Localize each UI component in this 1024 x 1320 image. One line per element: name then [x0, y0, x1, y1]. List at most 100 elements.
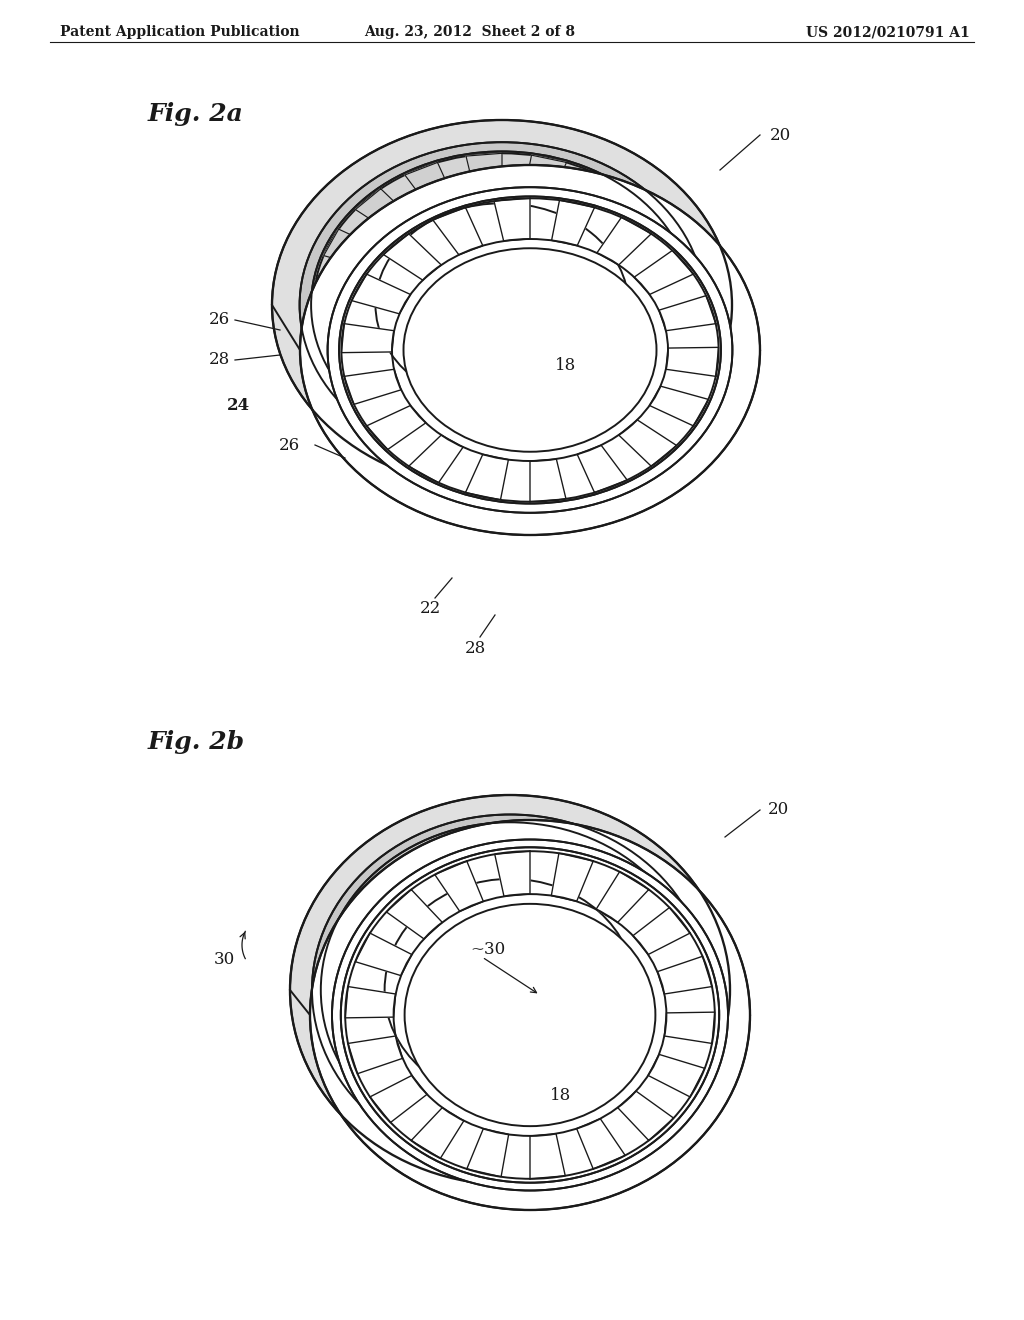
- Polygon shape: [437, 409, 480, 455]
- Polygon shape: [344, 370, 401, 404]
- Text: 20: 20: [770, 127, 792, 144]
- Ellipse shape: [300, 165, 760, 535]
- Text: 24: 24: [227, 396, 250, 413]
- Ellipse shape: [374, 869, 646, 1111]
- Text: 20: 20: [768, 801, 790, 818]
- Polygon shape: [467, 1129, 509, 1177]
- Text: Fig. 2b: Fig. 2b: [148, 730, 245, 754]
- Ellipse shape: [364, 194, 640, 416]
- Polygon shape: [381, 389, 435, 438]
- Polygon shape: [638, 302, 690, 331]
- Text: ~30: ~30: [470, 941, 505, 958]
- Polygon shape: [569, 173, 624, 220]
- Polygon shape: [591, 375, 648, 421]
- Ellipse shape: [328, 187, 732, 512]
- Ellipse shape: [310, 820, 750, 1210]
- Ellipse shape: [376, 203, 629, 407]
- Polygon shape: [596, 871, 649, 923]
- Polygon shape: [648, 1055, 705, 1097]
- Ellipse shape: [313, 153, 690, 457]
- Polygon shape: [324, 230, 383, 269]
- Polygon shape: [549, 400, 599, 447]
- Text: 26: 26: [209, 312, 230, 329]
- Polygon shape: [339, 360, 398, 404]
- Polygon shape: [383, 234, 441, 280]
- Polygon shape: [578, 445, 627, 492]
- Polygon shape: [355, 189, 414, 235]
- Polygon shape: [598, 1067, 653, 1115]
- Polygon shape: [658, 296, 716, 331]
- Polygon shape: [634, 251, 693, 294]
- Text: 28: 28: [464, 640, 485, 657]
- Text: Patent Application Publication: Patent Application Publication: [60, 25, 300, 40]
- Polygon shape: [666, 347, 719, 376]
- Ellipse shape: [290, 795, 730, 1185]
- Text: 28: 28: [209, 351, 230, 368]
- Polygon shape: [391, 1082, 443, 1134]
- Ellipse shape: [311, 152, 693, 458]
- Polygon shape: [367, 865, 422, 913]
- Polygon shape: [606, 206, 666, 249]
- Ellipse shape: [326, 826, 695, 1154]
- Polygon shape: [551, 853, 593, 902]
- Polygon shape: [348, 1036, 402, 1073]
- Polygon shape: [613, 883, 670, 929]
- Polygon shape: [665, 1012, 715, 1043]
- Polygon shape: [495, 851, 530, 896]
- Polygon shape: [631, 251, 688, 285]
- Polygon shape: [622, 341, 680, 381]
- Ellipse shape: [332, 840, 728, 1191]
- Polygon shape: [597, 218, 651, 265]
- Polygon shape: [466, 454, 508, 500]
- Ellipse shape: [404, 904, 655, 1126]
- Polygon shape: [617, 1092, 674, 1140]
- Polygon shape: [466, 153, 502, 197]
- Polygon shape: [637, 932, 692, 969]
- Polygon shape: [370, 1076, 427, 1122]
- Text: 18: 18: [555, 356, 577, 374]
- Polygon shape: [618, 420, 677, 466]
- Polygon shape: [552, 201, 595, 246]
- Polygon shape: [530, 459, 566, 502]
- Polygon shape: [328, 1011, 383, 1048]
- Polygon shape: [415, 836, 463, 886]
- Text: 30: 30: [214, 952, 234, 969]
- Polygon shape: [412, 1107, 464, 1158]
- Polygon shape: [633, 908, 690, 954]
- Polygon shape: [557, 1094, 605, 1144]
- Polygon shape: [577, 846, 629, 898]
- Ellipse shape: [300, 143, 705, 467]
- Text: 26: 26: [279, 437, 300, 454]
- Polygon shape: [433, 207, 482, 255]
- Polygon shape: [523, 156, 566, 201]
- Polygon shape: [345, 986, 395, 1018]
- Text: 22: 22: [420, 601, 440, 616]
- Polygon shape: [341, 323, 394, 352]
- Polygon shape: [644, 987, 694, 1019]
- Polygon shape: [502, 414, 538, 457]
- Polygon shape: [326, 961, 376, 993]
- Text: 18: 18: [550, 1086, 571, 1104]
- Polygon shape: [657, 956, 712, 994]
- Polygon shape: [577, 1118, 626, 1170]
- Polygon shape: [316, 325, 373, 359]
- Ellipse shape: [403, 248, 656, 451]
- Ellipse shape: [321, 822, 699, 1158]
- Ellipse shape: [272, 120, 732, 490]
- Text: Fig. 2a: Fig. 2a: [148, 102, 244, 125]
- Polygon shape: [435, 861, 483, 911]
- Polygon shape: [355, 933, 412, 975]
- Polygon shape: [628, 1030, 685, 1072]
- Ellipse shape: [341, 847, 719, 1183]
- Polygon shape: [531, 828, 573, 876]
- Text: US 2012/0210791 A1: US 2012/0210791 A1: [806, 25, 970, 40]
- Polygon shape: [446, 1104, 488, 1152]
- Polygon shape: [649, 387, 709, 426]
- Polygon shape: [386, 890, 442, 939]
- Polygon shape: [313, 279, 367, 308]
- Polygon shape: [530, 1134, 565, 1179]
- Polygon shape: [475, 826, 510, 871]
- Ellipse shape: [312, 814, 708, 1166]
- Polygon shape: [350, 1051, 408, 1097]
- Polygon shape: [335, 908, 392, 950]
